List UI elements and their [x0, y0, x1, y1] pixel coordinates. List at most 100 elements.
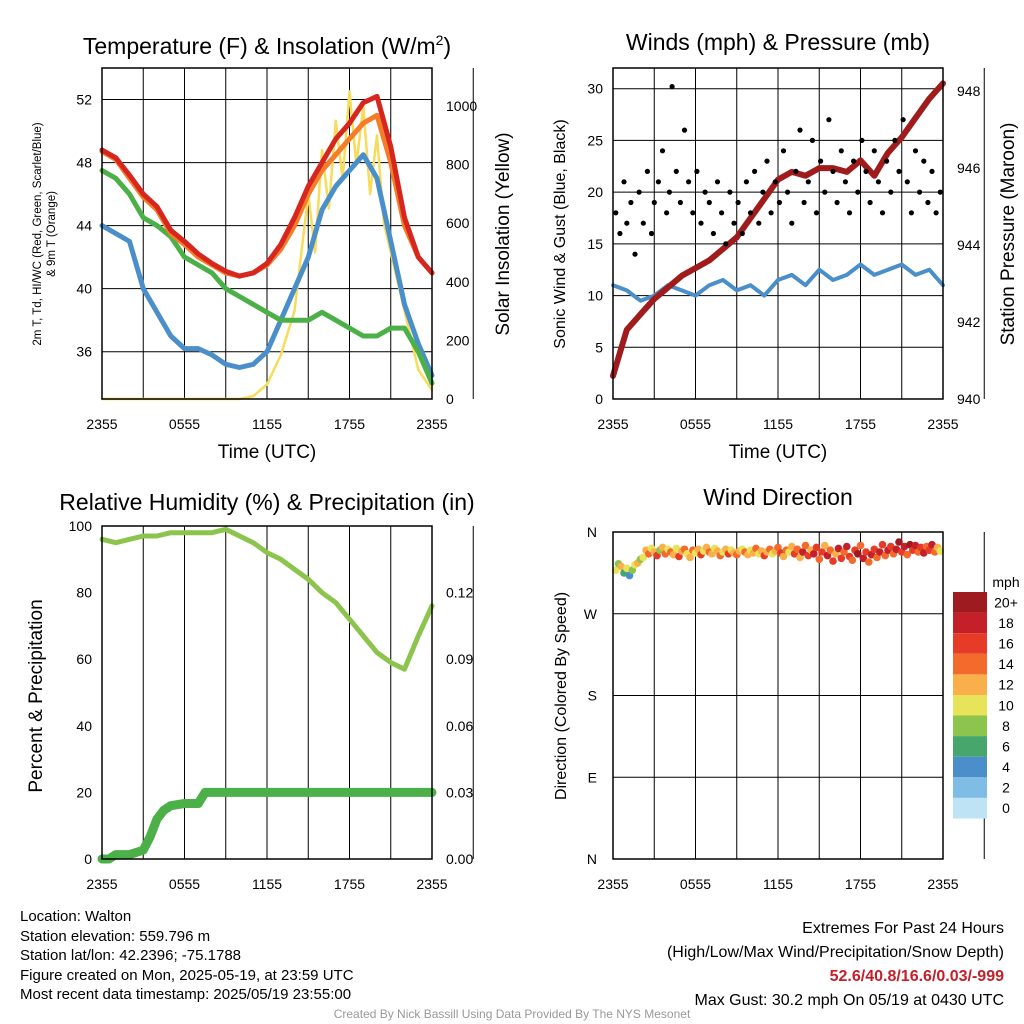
- temp-y2-tick-label: 600: [446, 215, 470, 231]
- colorbar-swatch: [953, 736, 987, 757]
- wind-gust-point: [813, 210, 820, 216]
- rh-x-tick-label: 0555: [169, 876, 200, 892]
- wind-gust-point: [937, 189, 943, 195]
- wind-gust-point: [896, 168, 902, 174]
- temp-y-tick-label: 40: [76, 281, 92, 297]
- extremes-values: 52.6/40.8/16.6/0.03/-999: [829, 968, 1004, 985]
- dir-point: [799, 548, 807, 556]
- wind-x-tick-label: 0555: [680, 416, 711, 432]
- wind-y2-tick-label: 940: [957, 391, 981, 407]
- colorbar-label: 4: [1002, 759, 1010, 775]
- wind-x-tick-label: 1755: [845, 416, 876, 432]
- temp-y2-tick-label: 0: [446, 391, 454, 407]
- wind-x-tick-label: 2355: [597, 416, 628, 432]
- wind-gust-point: [879, 210, 886, 216]
- dir-point: [903, 550, 912, 559]
- colorbar-label: 10: [998, 697, 1014, 713]
- rh-x-tick-label: 2355: [416, 876, 447, 892]
- dir-y-tick-label: W: [584, 606, 598, 622]
- temp-x-tick-label: 2355: [416, 416, 447, 432]
- dir-point: [810, 550, 818, 558]
- dir-point: [936, 547, 945, 555]
- station-latlon: Station lat/lon: 42.2396; -75.1788: [20, 947, 242, 964]
- wind-gust-point: [735, 199, 741, 206]
- dir-y-tick-label: N: [587, 524, 597, 540]
- wind-y-tick-label: 25: [587, 132, 603, 148]
- wind-x-tick-label: 1155: [763, 416, 793, 432]
- temp-y2-tick-label: 800: [446, 157, 470, 173]
- dir-point: [612, 566, 620, 574]
- colorbar-label: 16: [998, 635, 1014, 651]
- wind-gust-point: [888, 189, 894, 195]
- dir-point: [779, 552, 788, 561]
- dir-point: [895, 538, 903, 546]
- speed-colorbar: 20+ 18 16 14 12 10 8 6 4 2 0: [953, 592, 1018, 819]
- colorbar-label: 6: [1002, 738, 1010, 754]
- rh-y2-tick-label: 0.06: [446, 718, 473, 734]
- dir-point: [856, 541, 865, 550]
- wind-gust-point: [613, 210, 619, 216]
- wind-gust-point: [669, 84, 675, 90]
- wind-gust-point: [863, 168, 869, 174]
- figure-created: Figure created on Mon, 2025-05-19, at 23…: [20, 966, 354, 984]
- dir-y-tick-label: N: [587, 851, 597, 867]
- wind-gust-point: [801, 199, 807, 206]
- wind-gust-point: [797, 127, 803, 133]
- wind-plot-frame: [612, 67, 944, 400]
- wind-gust-point: [727, 189, 733, 195]
- temp-series-windchill: [99, 152, 435, 378]
- temp-y-tick-label: 36: [76, 344, 92, 360]
- rh-y-tick-label: 80: [76, 585, 92, 601]
- wind-gust-point: [655, 179, 662, 185]
- temp-x-tick-label: 2355: [86, 416, 117, 432]
- wind-gust-point: [818, 158, 824, 164]
- dir-point: [848, 556, 857, 564]
- rh-y-tick-label: 60: [76, 651, 92, 667]
- rh-y-tick-label: 100: [69, 518, 93, 534]
- rh-x-tick-label: 1155: [252, 876, 282, 892]
- wind-gust-point: [904, 179, 910, 185]
- wind-y-tick-label: 15: [587, 236, 603, 252]
- credit-line: Created By Nick Bassill Using Data Provi…: [333, 1007, 691, 1021]
- colorbar-label: 14: [998, 656, 1014, 672]
- rh-tick-labels: 0 20 40 60 80 100 0.00 0.03 0.06 0.09 0.12 2355 0555…: [69, 518, 474, 892]
- wind-y-tick-label: 10: [587, 288, 603, 304]
- wind-gust-point: [780, 148, 787, 154]
- wind-gust-point: [764, 158, 770, 164]
- colorbar-swatch: [953, 756, 987, 778]
- colorbar-swatch: [953, 674, 987, 695]
- wind-gust-point: [793, 168, 799, 174]
- rh-grid: [101, 526, 474, 859]
- wind-gust-point: [690, 210, 696, 216]
- temp-y2-tick-label: 200: [446, 332, 470, 348]
- dir-point: [843, 542, 851, 551]
- wind-gust-point: [830, 168, 836, 174]
- wind-gust-point: [743, 179, 750, 185]
- dir-y-tick-label: S: [588, 688, 597, 704]
- wind-gust-point: [747, 210, 754, 216]
- humidity-panel: Relative Humidity (%) & Precipitation (i…: [26, 489, 475, 892]
- wind-gust-point: [846, 210, 853, 216]
- dir-point: [859, 554, 868, 563]
- wind-gust-point: [875, 179, 882, 185]
- temp-plot-frame: [101, 67, 433, 400]
- wind-gust-point: [859, 137, 865, 143]
- wind-gust-point: [884, 158, 890, 164]
- wind-gust-point: [706, 199, 712, 206]
- wind-gust-point: [723, 241, 729, 247]
- temp-grid: [101, 68, 474, 399]
- wind-gust-point: [694, 168, 700, 174]
- rh-y-tick-label: 40: [76, 718, 92, 734]
- wind-series: [610, 80, 946, 379]
- dir-grid: [612, 531, 985, 860]
- rh-plot-frame: [101, 525, 433, 860]
- temp-y-tick-label: 44: [76, 218, 92, 234]
- wind-gust-point: [772, 179, 778, 185]
- wind-y2-tick-label: 944: [957, 237, 981, 253]
- colorbar-label: 12: [998, 677, 1014, 693]
- wind-grid: [612, 68, 985, 400]
- station-info: Location: Walton Station elevation: 559.…: [20, 907, 354, 1005]
